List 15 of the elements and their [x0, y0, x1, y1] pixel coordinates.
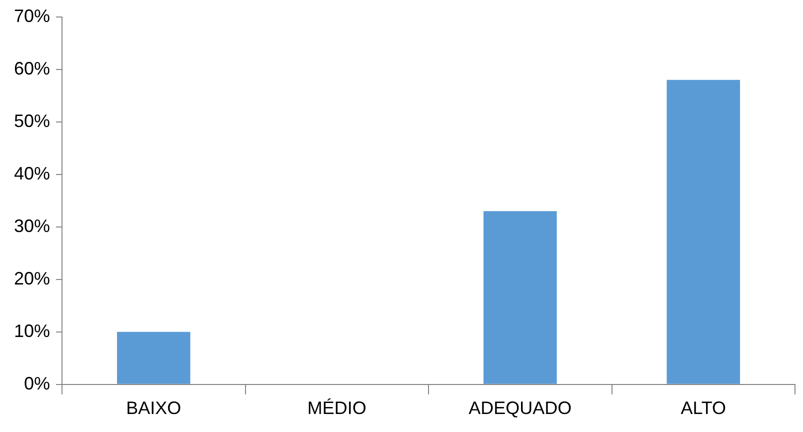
bar	[666, 80, 740, 384]
y-tick-label: 20%	[14, 268, 50, 288]
y-tick-label: 10%	[14, 320, 50, 341]
y-tick-label: 50%	[14, 110, 50, 131]
x-tick-label: ADEQUADO	[468, 398, 572, 418]
y-tick-label: 40%	[14, 163, 50, 184]
x-tick-label: ALTO	[680, 398, 726, 418]
y-tick-label: 70%	[14, 6, 50, 26]
y-tick-label: 30%	[14, 216, 50, 236]
bar	[483, 211, 557, 384]
bar	[117, 332, 190, 384]
x-tick-label: MÉDIO	[307, 398, 366, 418]
y-tick-label: 60%	[14, 58, 50, 78]
y-tick-label: 0%	[24, 373, 50, 394]
x-tick-label: BAIXO	[126, 398, 182, 418]
